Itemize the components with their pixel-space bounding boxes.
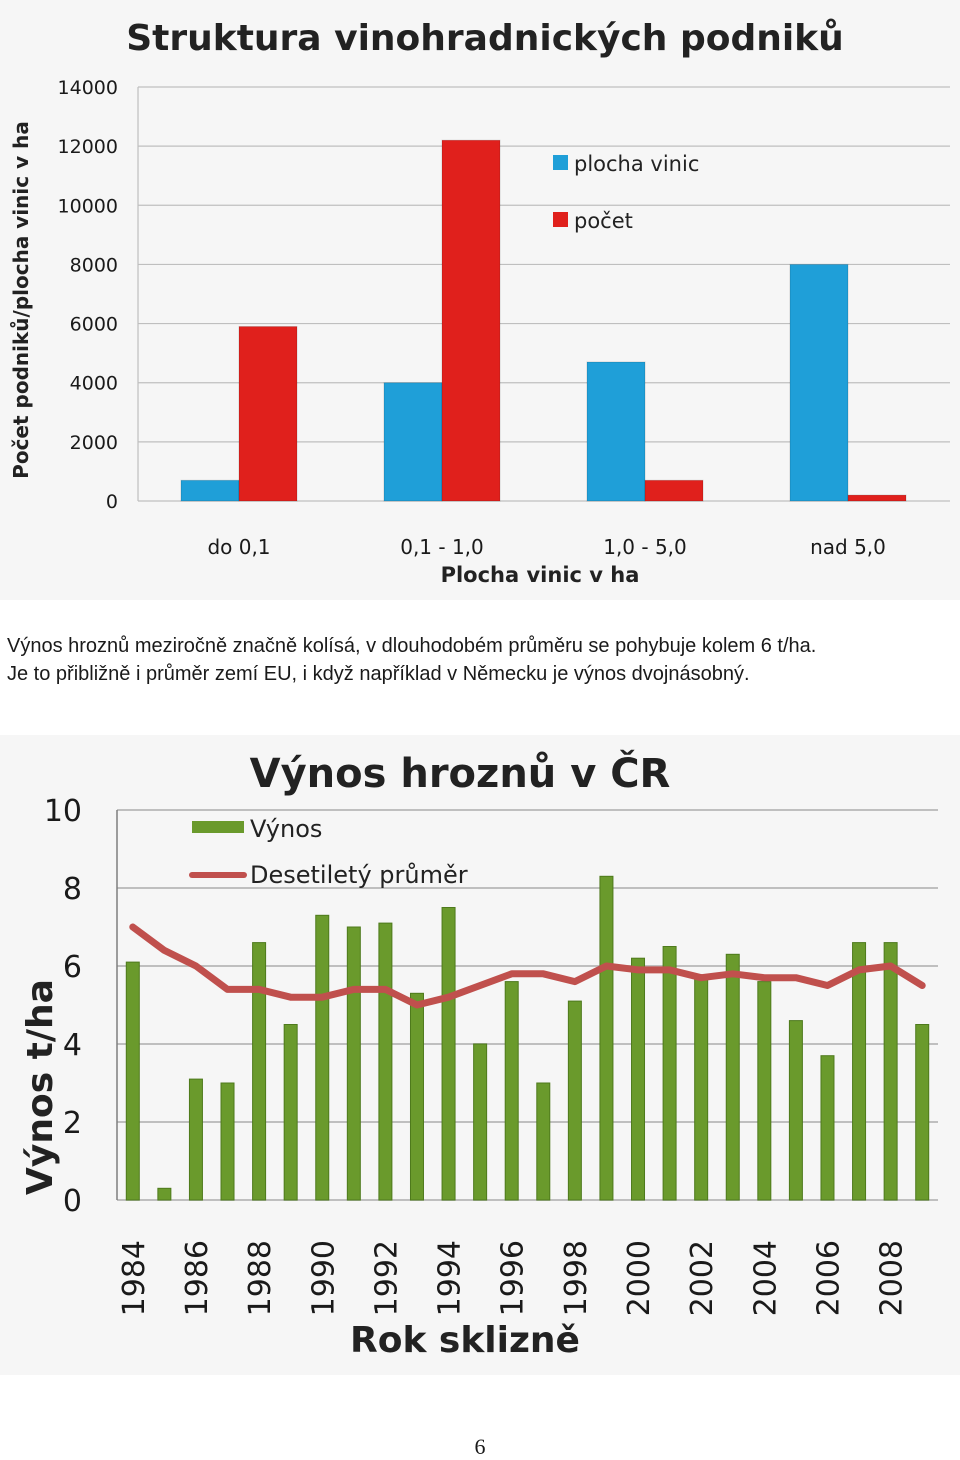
chart1-y-tick-labels: 0 2000 4000 6000 8000 10000 12000 14000 — [58, 77, 118, 513]
legend-swatch-plocha — [553, 155, 568, 170]
chart2-x-axis-label: Rok sklizně — [350, 1320, 580, 1361]
chart2-y-tick-labels: 0 2 4 6 8 10 — [44, 794, 82, 1219]
x-tick-label: 1990 — [306, 1240, 341, 1316]
bar-vynos — [409, 992, 424, 1201]
body-text-line-1: Výnos hroznů meziročně značně kolísá, v … — [7, 635, 817, 657]
x-tick-label: 2002 — [685, 1240, 720, 1316]
x-tick-label: 2006 — [811, 1240, 846, 1316]
chart1-x-axis-label: Plocha vinic v ha — [441, 563, 640, 587]
bar-vynos — [252, 942, 267, 1201]
x-tick-label: 2008 — [875, 1240, 910, 1316]
bar-vynos — [315, 914, 330, 1201]
chart2-x-tick-labels: 1984 1986 1988 1990 1992 1994 1996 1998 2000 2002… — [117, 1240, 910, 1316]
legend-label-plocha: plocha vinic — [574, 152, 699, 176]
bar-vynos — [820, 1055, 835, 1201]
y-tick-label: 10 — [44, 794, 82, 829]
bar-vynos — [915, 1024, 930, 1201]
bar-vynos — [346, 926, 361, 1201]
y-tick-label: 12000 — [58, 136, 118, 158]
chart2-bars — [125, 875, 930, 1201]
bar-vynos — [283, 1024, 298, 1201]
x-tick-label: 2000 — [622, 1240, 657, 1316]
x-tick-label: 0,1 - 1,0 — [400, 535, 484, 559]
bar-vynos — [788, 1020, 803, 1201]
x-tick-label: 1984 — [117, 1240, 152, 1316]
bar-plocha — [383, 382, 443, 502]
chart1-x-tick-labels: do 0,1 0,1 - 1,0 1,0 - 5,0 nad 5,0 — [207, 535, 885, 559]
body-text-line-2: Je to přibližně i průměr zemí EU, i když… — [7, 663, 750, 685]
y-tick-label: 14000 — [58, 77, 118, 99]
legend-swatch-pocet — [553, 212, 568, 227]
x-tick-label: 1992 — [369, 1240, 404, 1316]
bar-pocet — [238, 326, 298, 502]
bar-vynos — [694, 977, 709, 1201]
legend-label-pocet: počet — [574, 209, 633, 233]
bar-vynos — [631, 957, 646, 1201]
x-tick-label: 1994 — [433, 1240, 468, 1316]
average-line — [129, 923, 926, 1009]
bar-vynos — [378, 922, 393, 1201]
bar-vynos — [125, 961, 140, 1201]
bar-pocet — [847, 494, 907, 502]
y-tick-label: 2000 — [70, 432, 118, 454]
bar-plocha — [789, 263, 849, 502]
chart2-y-axis-label: Výnos t/ha — [20, 979, 61, 1195]
bar-vynos — [662, 946, 677, 1201]
y-tick-label: 6 — [63, 950, 82, 985]
bar-vynos — [441, 907, 456, 1201]
x-tick-label: 1988 — [243, 1240, 278, 1316]
y-tick-label: 2 — [63, 1106, 82, 1141]
bar-pocet — [441, 139, 501, 502]
x-tick-label: 1996 — [496, 1240, 531, 1316]
chart2-title: Výnos hroznů v ČR — [250, 749, 671, 797]
chart1-legend: plocha vinic počet — [553, 152, 699, 233]
page-number: 6 — [474, 1434, 486, 1459]
bar-vynos — [567, 1000, 582, 1201]
y-tick-label: 10000 — [58, 195, 118, 217]
chart1-bars — [180, 139, 907, 502]
legend-label-prumer: Desetiletý průměr — [250, 861, 468, 889]
farm-structure-chart: Struktura vinohradnických podniků 0 2000 4… — [0, 0, 960, 600]
y-tick-label: 0 — [106, 491, 118, 513]
y-tick-label: 0 — [63, 1184, 82, 1219]
bar-vynos — [599, 875, 614, 1201]
bar-plocha — [586, 361, 646, 502]
bar-vynos — [188, 1078, 203, 1201]
body-text: Výnos hroznů meziročně značně kolísá, v … — [7, 632, 957, 688]
bar-vynos — [883, 942, 898, 1201]
bar-pocet — [644, 479, 704, 502]
bar-vynos — [852, 942, 867, 1201]
y-tick-label: 8 — [63, 872, 82, 907]
y-tick-label: 4000 — [70, 373, 118, 395]
bar-plocha — [180, 479, 240, 502]
x-tick-label: 1998 — [559, 1240, 594, 1316]
x-tick-label: nad 5,0 — [810, 535, 886, 559]
legend-label-vynos: Výnos — [250, 815, 322, 843]
bar-vynos — [157, 1187, 172, 1201]
x-tick-label: 1,0 - 5,0 — [603, 535, 687, 559]
x-tick-label: 2004 — [748, 1240, 783, 1316]
y-tick-label: 4 — [63, 1028, 82, 1063]
chart2-legend: Výnos Desetiletý průměr — [189, 815, 468, 889]
bar-vynos — [725, 953, 740, 1201]
y-tick-label: 6000 — [70, 314, 118, 336]
bar-vynos — [504, 981, 519, 1201]
y-tick-label: 8000 — [70, 254, 118, 276]
bar-vynos — [536, 1082, 551, 1201]
chart1-title: Struktura vinohradnických podniků — [126, 18, 844, 59]
chart2-average-line — [129, 923, 926, 1009]
bar-vynos — [757, 981, 772, 1201]
legend-swatch-vynos — [192, 821, 244, 833]
x-tick-label: do 0,1 — [207, 535, 270, 559]
chart1-y-axis-label: Počet podniků/plocha vinic v ha — [9, 121, 33, 479]
bar-vynos — [473, 1043, 488, 1201]
x-tick-label: 1986 — [180, 1240, 215, 1316]
bar-vynos — [220, 1082, 235, 1201]
